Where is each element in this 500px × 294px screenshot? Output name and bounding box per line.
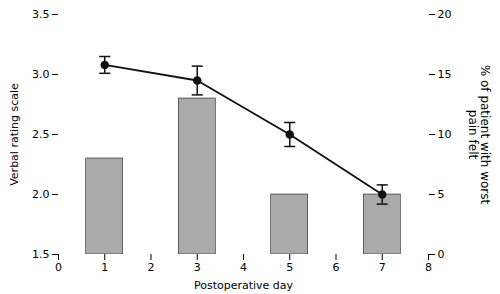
svg-text:1: 1: [101, 261, 108, 274]
svg-text:3: 3: [194, 261, 201, 274]
svg-text:15: 15: [438, 68, 452, 81]
svg-text:20: 20: [438, 8, 452, 21]
svg-text:2.5: 2.5: [32, 128, 50, 141]
svg-text:10: 10: [438, 128, 452, 141]
svg-text:8: 8: [425, 261, 432, 274]
svg-text:5: 5: [438, 188, 445, 201]
svg-text:3.5: 3.5: [32, 8, 50, 21]
svg-text:0: 0: [438, 248, 445, 261]
svg-text:Verbal rating scale: Verbal rating scale: [8, 83, 21, 186]
svg-text:2: 2: [148, 261, 155, 274]
svg-text:2.0: 2.0: [32, 188, 50, 201]
svg-text:5: 5: [286, 261, 293, 274]
svg-text:0: 0: [55, 261, 62, 274]
svg-text:6: 6: [333, 261, 340, 274]
svg-text:1.5: 1.5: [32, 248, 50, 261]
svg-text:Postoperative day: Postoperative day: [194, 279, 294, 292]
svg-text:7: 7: [379, 261, 386, 274]
svg-text:4: 4: [240, 261, 247, 274]
svg-text:% of patient with worstpain fe: % of patient with worstpain felt: [466, 65, 492, 205]
svg-text:3.0: 3.0: [32, 68, 50, 81]
